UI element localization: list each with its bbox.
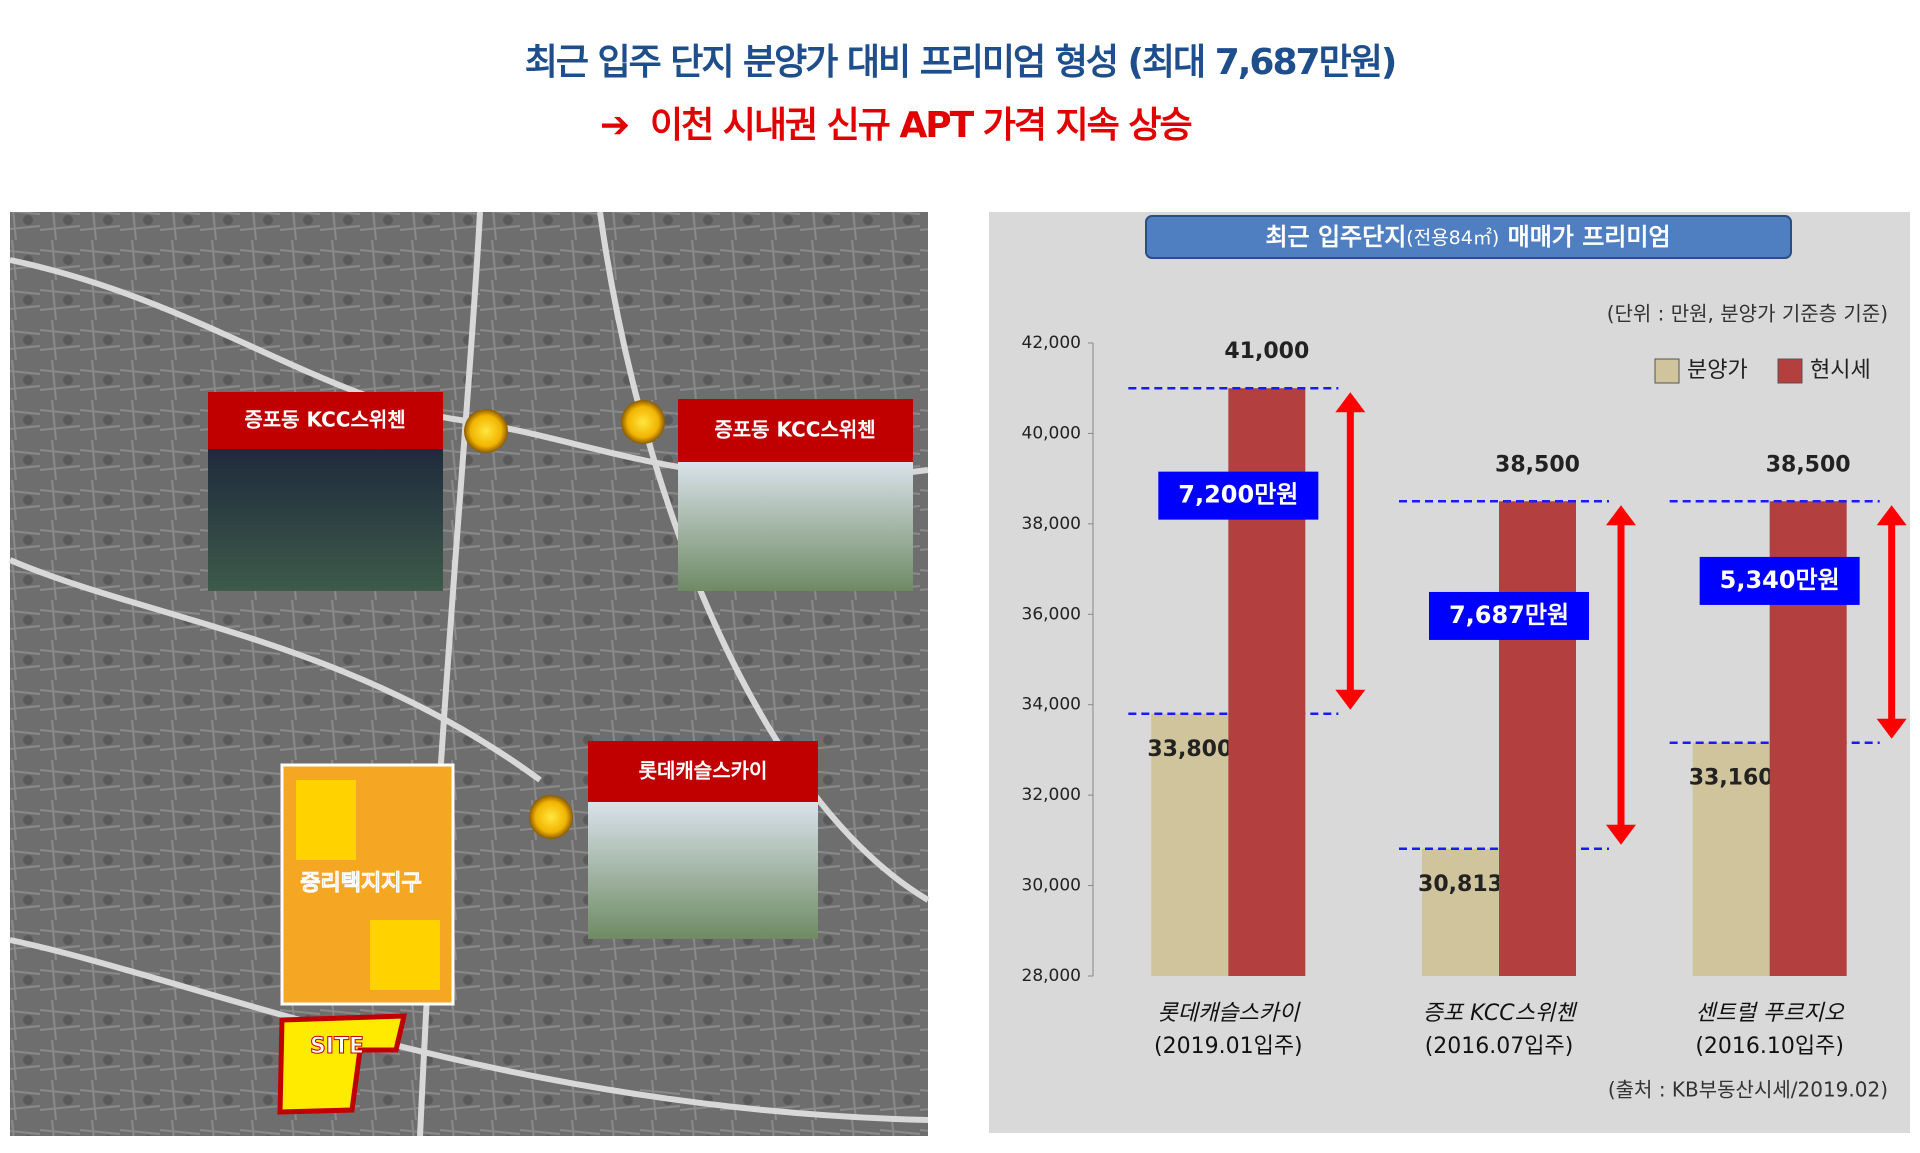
y-tick-label: 28,000 [1022, 966, 1081, 986]
callout-label: 롯데캐슬스카이 [639, 759, 768, 783]
y-tick-label: 34,000 [1022, 695, 1081, 715]
unit-note: (단위 : 만원, 분양가 기준층 기준) [1607, 302, 1888, 326]
callout-box [208, 392, 443, 449]
district-lot [296, 780, 356, 860]
callout-box [678, 399, 913, 462]
site-label: SITE [310, 1034, 364, 1059]
header-subtitle: 이천 시내권 신규 APT 가격 지속 상승 [650, 105, 1191, 146]
premium-box [1158, 471, 1319, 520]
map: 중리택지지구 SITE 증포동 KCC스위첸 증포동 KCC스위첸 롯데캐슬스카… [8, 211, 930, 1137]
chart-title-box [1145, 215, 1792, 259]
value-label: 38,500 [1495, 452, 1580, 477]
bar [1499, 501, 1576, 976]
chart-title-part: 최근 입주단지 [1265, 223, 1406, 251]
chart-panel [989, 212, 1910, 1133]
callout-label: 증포동 KCC스위첸 [714, 418, 875, 442]
x-tick-sublabel: (2016.07입주) [1425, 1034, 1574, 1059]
site-area [277, 1013, 408, 1115]
y-tick-label: 40,000 [1022, 423, 1081, 443]
callout-label: 증포동 KCC스위첸 [244, 408, 405, 432]
location-pin [529, 795, 573, 839]
value-label: 38,500 [1766, 452, 1851, 477]
chart-title-part: (전용84㎡) [1406, 226, 1499, 249]
value-label: 33,160 [1689, 766, 1774, 791]
callout-photo [588, 802, 818, 939]
x-tick-label: 센트럴 푸르지오 [1695, 1001, 1845, 1026]
y-tick-label: 42,000 [1022, 333, 1081, 353]
value-label: 33,800 [1147, 737, 1232, 762]
legend-label: 현시세 [1810, 358, 1871, 383]
premium-label: 7,200만원 [1178, 481, 1298, 509]
bar [1151, 713, 1229, 976]
location-pin [464, 409, 508, 453]
legend-swatch [1777, 358, 1803, 384]
location-pin [621, 400, 665, 444]
legend-swatch [1654, 358, 1680, 384]
premium-label: 5,340만원 [1720, 566, 1840, 594]
district-lot [370, 920, 440, 990]
bar [1692, 742, 1770, 976]
value-label: 30,813 [1418, 872, 1503, 897]
district-label: 중리택지지구 [300, 871, 421, 896]
value-label: 41,000 [1224, 339, 1309, 364]
y-tick-label: 36,000 [1022, 604, 1081, 624]
chart-title: 최근 입주단지(전용84㎡) 매매가 프리미엄 [1265, 223, 1670, 251]
x-tick-sublabel: (2019.01입주) [1154, 1034, 1303, 1059]
x-tick-label: 롯데캐슬스카이 [1157, 1001, 1300, 1026]
x-tick-sublabel: (2016.10입주) [1695, 1034, 1844, 1059]
bar [1422, 848, 1499, 976]
header-title: 최근 입주 단지 분양가 대비 프리미엄 형성 (최대 7,687만원) [525, 42, 1396, 83]
premium-label: 7,687만원 [1449, 601, 1569, 629]
x-tick-label: 증포 KCC스위첸 [1423, 1001, 1579, 1026]
chart-title-part: 매매가 프리미엄 [1508, 223, 1671, 251]
y-tick-label: 32,000 [1022, 785, 1081, 805]
source-note: (출처 : KB부동산시세/2019.02) [1608, 1078, 1888, 1102]
arrow-icon: ➔ [600, 105, 630, 146]
legend-label: 분양가 [1687, 358, 1748, 383]
callout-photo [208, 449, 443, 591]
y-tick-label: 30,000 [1022, 876, 1081, 896]
callout-box [588, 741, 818, 802]
premium-box [1699, 556, 1860, 605]
premium-box [1429, 591, 1589, 640]
y-tick-label: 38,000 [1022, 514, 1081, 534]
callout-photo [678, 462, 913, 591]
